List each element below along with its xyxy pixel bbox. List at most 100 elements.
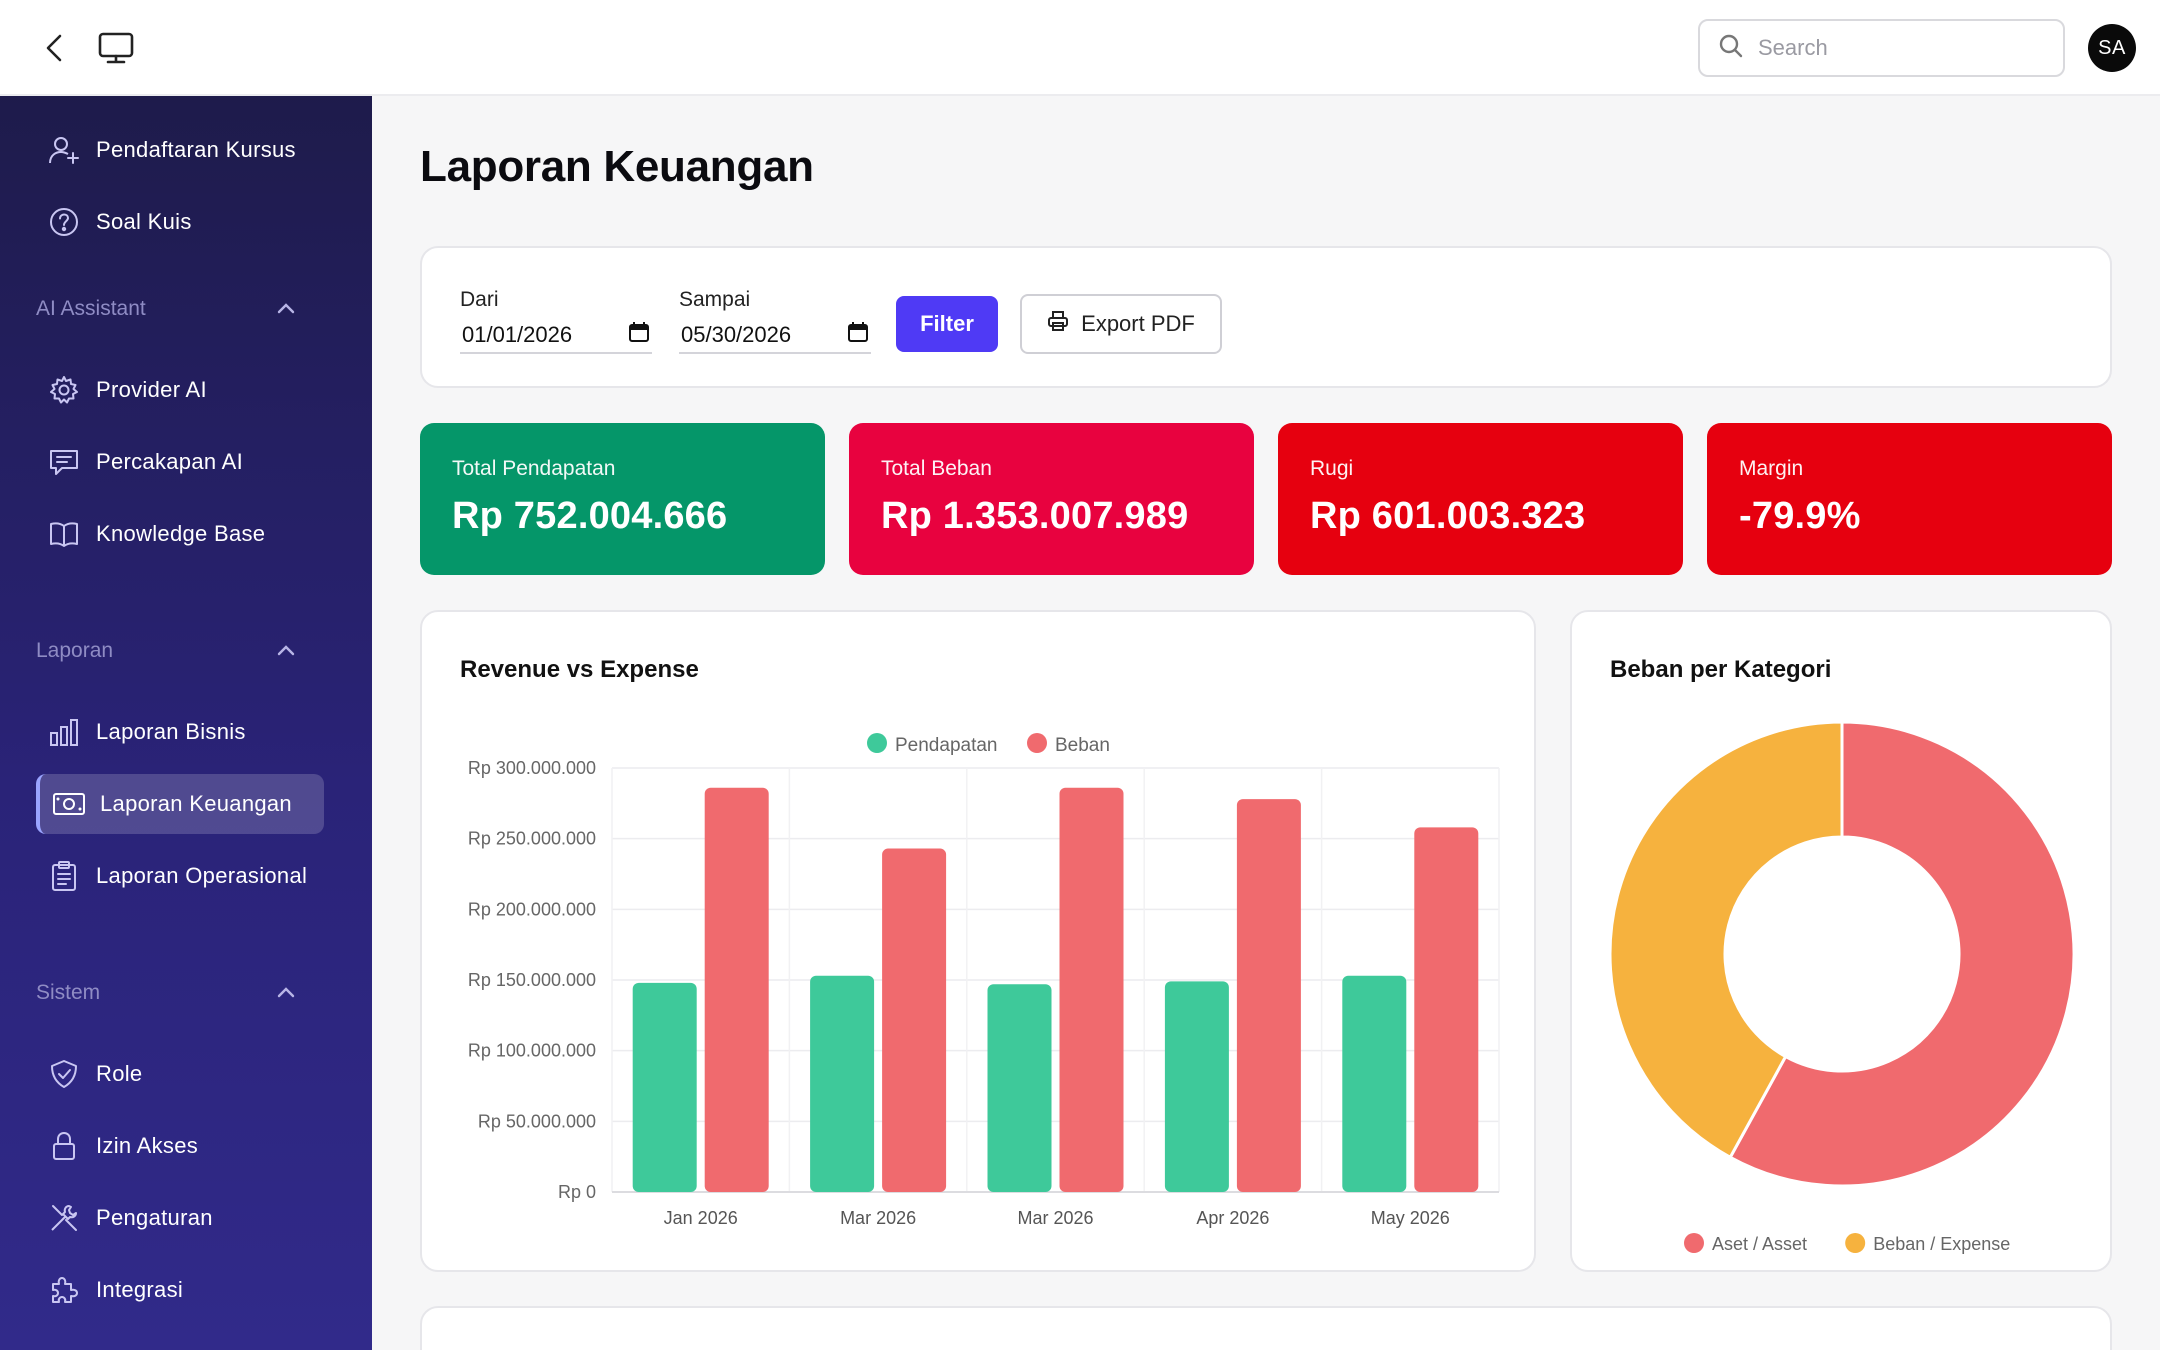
legend-label[interactable]: Aset / Asset (1712, 1234, 1807, 1254)
pie-legend: Aset / Asset Beban / Expense (1684, 1233, 2010, 1254)
book-icon (36, 518, 96, 550)
chevron-up-icon (276, 297, 296, 321)
export-pdf-label: Export PDF (1081, 311, 1195, 336)
bar-beban[interactable] (1414, 827, 1479, 1192)
chevron-up-icon (276, 981, 296, 1005)
sidebar-item-label: Provider AI (96, 377, 207, 402)
bar-chart: Pendapatan Beban Rp 0 Rp 50.000.000 Rp 100.0… (468, 733, 1500, 1228)
export-pdf-button[interactable]: Export PDF (1020, 294, 1222, 354)
from-date-input[interactable]: 01/01/2026 (460, 318, 652, 354)
sidebar-item-laporan-keuangan[interactable]: Laporan Keuangan (36, 774, 324, 834)
monitor-icon[interactable] (96, 28, 136, 68)
sidebar-item-label: Percakapan AI (96, 449, 243, 474)
sidebar-item-provider-ai[interactable]: Provider AI (36, 360, 324, 420)
bar-pendapatan[interactable] (632, 982, 697, 1192)
section-title: Laporan (36, 639, 114, 662)
section-ai-assistant[interactable]: AI Assistant (36, 289, 296, 329)
search-input[interactable] (1758, 35, 2048, 61)
legend-label[interactable]: Pendapatan (895, 735, 998, 756)
avatar[interactable]: SA (2088, 24, 2136, 72)
y-tick-label: Rp 0 (558, 1182, 596, 1202)
bottom-card (420, 1306, 2112, 1350)
x-tick-label: Mar 2026 (840, 1208, 916, 1228)
top-bar: SA (0, 0, 2160, 96)
tools-icon (36, 1202, 96, 1234)
question-circle-icon (36, 206, 96, 238)
bar-pendapatan[interactable] (1164, 981, 1229, 1192)
revenue-expense-card: Revenue vs Expense Pendapatan Beban Rp 0 Rp… (420, 610, 1536, 1272)
pie-chart: Aset / Asset Beban / Expense (1608, 720, 2076, 1254)
puzzle-icon (36, 1274, 96, 1306)
x-tick-label: Apr 2026 (1196, 1208, 1269, 1228)
sidebar-item-label: Role (96, 1061, 143, 1086)
legend-label[interactable]: Beban / Expense (1873, 1234, 2010, 1254)
sidebar-item-percakapan-ai[interactable]: Percakapan AI (36, 432, 324, 492)
y-tick-label: Rp 100.000.000 (468, 1041, 596, 1061)
to-label: Sampai (679, 288, 751, 311)
sidebar-item-label: Knowledge Base (96, 521, 266, 546)
sidebar-item-integrasi[interactable]: Integrasi (36, 1260, 324, 1320)
bar-beban[interactable] (1059, 787, 1124, 1192)
sidebar-item-role[interactable]: Role (36, 1044, 324, 1104)
pie-chart-title: Beban per Kategori (1610, 656, 1832, 683)
bar-pendapatan[interactable] (1342, 975, 1407, 1192)
back-chevron-icon[interactable] (36, 30, 72, 66)
sidebar-item-label: Izin Akses (96, 1133, 199, 1158)
to-date-input[interactable]: 05/30/2026 (679, 318, 871, 354)
printer-icon (1047, 310, 1069, 338)
section-laporan[interactable]: Laporan (36, 631, 296, 671)
sidebar-item-label: Laporan Keuangan (100, 791, 292, 816)
sidebar-item-soal-kuis[interactable]: Soal Kuis (36, 192, 324, 252)
search-icon (1718, 33, 1744, 64)
expense-category-card: Beban per Kategori Aset / Asset Beban / E… (1570, 610, 2112, 1272)
bar-beban[interactable] (1236, 799, 1301, 1192)
sidebar-item-knowledge-base[interactable]: Knowledge Base (36, 504, 324, 564)
sidebar-item-izin-akses[interactable]: Izin Akses (36, 1116, 324, 1176)
legend-label[interactable]: Beban (1055, 735, 1110, 756)
shield-check-icon (36, 1058, 96, 1090)
y-tick-label: Rp 250.000.000 (468, 829, 596, 849)
y-tick-label: Rp 150.000.000 (468, 970, 596, 990)
filter-card: Dari 01/01/2026 Sampai 05/30/2026 Filter… (420, 246, 2112, 388)
section-sistem[interactable]: Sistem (36, 973, 296, 1013)
to-date-value: 05/30/2026 (681, 322, 792, 347)
lock-icon (36, 1130, 96, 1162)
kpi-card-total-pendapatan: Total Pendapatan Rp 752.004.666 (420, 423, 825, 575)
section-title: AI Assistant (36, 297, 146, 320)
sidebar-item-pendaftaran-kursus[interactable]: Pendaftaran Kursus (36, 120, 324, 180)
bar-beban[interactable] (882, 848, 947, 1192)
user-plus-icon (36, 134, 96, 166)
from-label: Dari (460, 288, 499, 311)
bar-pendapatan[interactable] (810, 975, 875, 1192)
money-icon (40, 789, 100, 819)
from-date-value: 01/01/2026 (462, 322, 573, 347)
bar-pendapatan[interactable] (987, 984, 1052, 1192)
kpi-value: Rp 1.353.007.989 (881, 495, 1189, 537)
clipboard-icon (36, 860, 96, 892)
y-tick-label: Rp 300.000.000 (468, 758, 596, 778)
legend-swatch (867, 733, 887, 753)
sidebar: Pendaftaran Kursus Soal Kuis AI Assistan… (0, 96, 372, 1350)
pie-slice[interactable] (1728, 720, 2076, 1188)
kpi-value: Rp 601.003.323 (1310, 495, 1586, 537)
kpi-label: Total Pendapatan (452, 457, 616, 480)
sidebar-item-pengaturan[interactable]: Pengaturan (36, 1188, 324, 1248)
kpi-card-total-beban: Total Beban Rp 1.353.007.989 (849, 423, 1254, 575)
bar-chart-icon (36, 716, 96, 748)
pie-slice[interactable] (1608, 720, 1844, 1160)
sidebar-item-label: Pendaftaran Kursus (96, 137, 296, 162)
bar-beban[interactable] (704, 787, 769, 1192)
calendar-icon[interactable] (847, 321, 869, 349)
page-title: Laporan Keuangan (420, 142, 814, 191)
legend-swatch (1684, 1233, 1704, 1253)
sidebar-item-laporan-operasional[interactable]: Laporan Operasional (36, 846, 324, 906)
section-title: Sistem (36, 981, 101, 1004)
legend-swatch (1027, 733, 1047, 753)
kpi-card-rugi: Rugi Rp 601.003.323 (1278, 423, 1683, 575)
kpi-value: Rp 752.004.666 (452, 495, 728, 537)
search-box[interactable] (1698, 19, 2065, 77)
filter-button[interactable]: Filter (896, 296, 998, 352)
calendar-icon[interactable] (628, 321, 650, 349)
kpi-label: Margin (1739, 457, 1804, 480)
sidebar-item-laporan-bisnis[interactable]: Laporan Bisnis (36, 702, 324, 762)
